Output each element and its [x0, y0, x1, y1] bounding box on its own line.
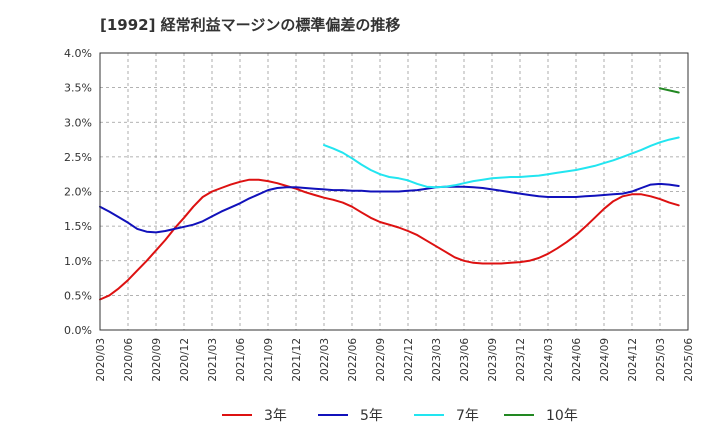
y-tick-label: 0.5%: [64, 289, 92, 302]
x-tick-label: 2022/09: [375, 338, 387, 382]
x-tick-label: 2022/03: [319, 338, 331, 382]
x-tick-label: 2024/06: [571, 338, 583, 382]
y-tick-label: 0.0%: [64, 324, 92, 337]
legend-label: 3年: [264, 408, 287, 424]
legend-label: 7年: [456, 408, 479, 424]
y-tick-label: 4.0%: [64, 47, 92, 60]
legend-label: 10年: [546, 408, 578, 424]
x-tick-label: 2020/12: [179, 338, 191, 382]
y-tick-label: 2.0%: [64, 186, 92, 199]
series-layer: [99, 87, 680, 301]
x-tick-label: 2020/06: [123, 338, 135, 382]
series-line: [99, 178, 680, 301]
y-tick-label: 3.5%: [64, 82, 92, 95]
axis-layer: 0.0% 0.5% 1.0% 1.5% 2.0% 2.5% 3.0% 3.5% 4.0% 2020…: [64, 47, 695, 382]
x-tick-label: 2021/09: [263, 338, 275, 382]
x-tick-label: 2023/06: [459, 338, 471, 382]
chart-title: [1992] 経常利益マージンの標準偏差の推移: [100, 16, 401, 34]
y-tick-label: 3.0%: [64, 116, 92, 129]
legend: 3年 5年 7年 10年: [222, 408, 578, 424]
x-tick-label: 2025/06: [683, 338, 695, 382]
x-tick-label: 2021/12: [291, 338, 303, 382]
x-tick-label: 2022/12: [403, 338, 415, 382]
x-tick-label: 2020/09: [151, 338, 163, 382]
x-tick-label: 2023/12: [515, 338, 527, 382]
x-tick-label: 2020/03: [95, 338, 107, 382]
x-tick-label: 2023/03: [431, 338, 443, 382]
x-tick-label: 2021/06: [235, 338, 247, 382]
x-tick-label: 2024/03: [543, 338, 555, 382]
series-line: [659, 87, 680, 94]
x-tick-label: 2024/09: [599, 338, 611, 382]
series-line: [99, 182, 680, 234]
x-tick-label: 2024/12: [627, 338, 639, 382]
y-tick-label: 1.5%: [64, 220, 92, 233]
y-tick-label: 2.5%: [64, 151, 92, 164]
x-tick-label: 2023/09: [487, 338, 499, 382]
x-tick-label: 2025/03: [655, 338, 667, 382]
series-line: [323, 136, 680, 189]
x-tick-label: 2022/06: [347, 338, 359, 382]
plot-frame: [99, 52, 689, 331]
legend-label: 5年: [360, 408, 383, 424]
x-tick-label: 2021/03: [207, 338, 219, 382]
y-tick-label: 1.0%: [64, 255, 92, 268]
